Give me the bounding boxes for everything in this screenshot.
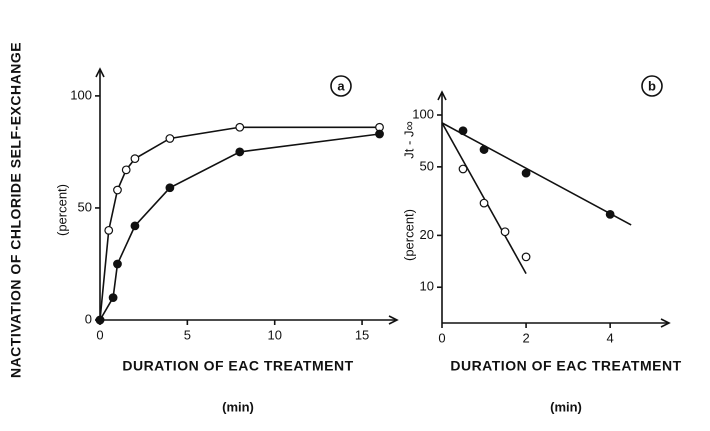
data-point — [458, 164, 468, 174]
data-point — [113, 259, 122, 269]
y-tick-label: 50 — [78, 199, 92, 214]
x-arrow — [388, 315, 399, 325]
data-point — [130, 154, 140, 164]
data-point — [121, 165, 131, 175]
x-arrow — [660, 318, 671, 328]
x-tick-label: 0 — [96, 327, 103, 342]
panel-label: b — [648, 78, 656, 93]
panel-label: a — [337, 78, 345, 93]
data-point — [113, 185, 122, 195]
curve — [99, 133, 380, 321]
data-point — [375, 129, 384, 139]
x-tick-label: 0 — [438, 330, 445, 345]
data-point — [95, 315, 105, 325]
data-point — [108, 293, 118, 302]
data-point — [605, 209, 615, 219]
data-point — [130, 221, 140, 231]
x-tick-label: 15 — [355, 327, 369, 342]
fit-line — [441, 122, 632, 226]
y-arrow — [95, 67, 105, 78]
data-point — [521, 252, 531, 262]
data-point — [165, 134, 175, 143]
data-point — [165, 183, 175, 193]
y-tick-label: 50 — [420, 158, 434, 173]
y-tick-label: 0 — [85, 311, 92, 326]
panel-badge — [641, 75, 663, 97]
y-tick-label: 100 — [412, 106, 434, 121]
x-tick-label: 10 — [267, 327, 281, 342]
data-point — [235, 147, 245, 157]
data-point — [521, 168, 531, 178]
data-point — [479, 198, 489, 208]
data-point — [235, 122, 245, 132]
y-unit-label: (percent) — [401, 209, 416, 261]
panel-badge — [330, 75, 352, 97]
x-axis-label: DURATION OF EAC TREATMENT — [450, 358, 681, 374]
y-axis-label: Jt - J∞ — [401, 121, 416, 158]
fit-line — [441, 122, 527, 274]
x-unit-label: (min) — [550, 399, 582, 414]
data-point — [458, 126, 468, 136]
x-unit-label: (min) — [222, 399, 254, 414]
y-tick-label: 20 — [420, 227, 434, 242]
y-arrow — [437, 90, 447, 101]
data-point — [479, 145, 489, 154]
curve — [99, 126, 380, 321]
x-tick-label: 4 — [607, 330, 614, 345]
data-point — [104, 225, 114, 235]
y-tick-label: 100 — [70, 87, 92, 102]
y-tick-label: 10 — [420, 279, 434, 294]
figure-y-label: NACTIVATION OF CHLORIDE SELF-EXCHANGE — [8, 42, 24, 378]
y-axis-label: (percent) — [54, 184, 69, 236]
x-tick-label: 5 — [184, 327, 191, 342]
x-tick-label: 2 — [522, 330, 529, 345]
data-point — [500, 227, 510, 237]
x-axis-label: DURATION OF EAC TREATMENT — [122, 358, 353, 374]
